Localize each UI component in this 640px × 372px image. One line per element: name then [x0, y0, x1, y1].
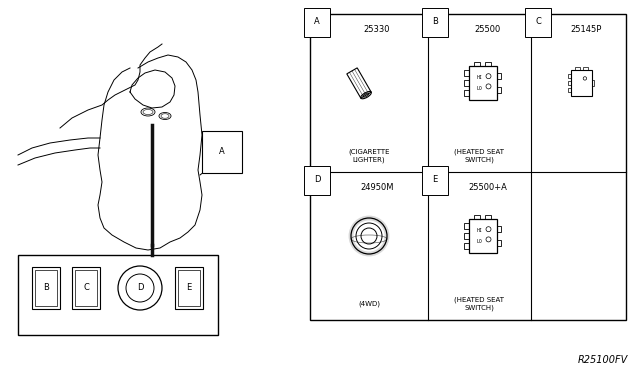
- Text: C: C: [83, 283, 89, 292]
- Bar: [463, 70, 468, 77]
- Bar: [497, 240, 500, 246]
- Bar: [468, 219, 497, 253]
- Text: (4WD): (4WD): [358, 301, 380, 307]
- Text: 25500: 25500: [474, 26, 500, 35]
- Bar: [497, 226, 500, 232]
- Bar: [178, 270, 200, 306]
- Bar: [35, 270, 57, 306]
- Bar: [474, 62, 480, 66]
- Text: LO: LO: [477, 238, 483, 244]
- Text: 25500+A: 25500+A: [468, 183, 507, 192]
- Bar: [175, 267, 203, 309]
- Text: A: A: [314, 17, 320, 26]
- Bar: [568, 81, 572, 85]
- Bar: [310, 14, 626, 320]
- Bar: [463, 233, 468, 239]
- Text: (HEATED SEAT
SWITCH): (HEATED SEAT SWITCH): [454, 297, 504, 311]
- Text: B: B: [432, 17, 438, 26]
- Bar: [592, 80, 595, 86]
- Text: C: C: [535, 17, 541, 26]
- Text: A: A: [219, 148, 225, 157]
- Bar: [568, 74, 572, 78]
- Bar: [32, 267, 60, 309]
- Bar: [474, 215, 480, 219]
- Text: 25330: 25330: [364, 26, 390, 35]
- Bar: [75, 270, 97, 306]
- Text: B: B: [43, 283, 49, 292]
- Bar: [497, 87, 500, 93]
- Bar: [584, 67, 588, 70]
- Bar: [485, 215, 491, 219]
- Text: D: D: [137, 283, 143, 292]
- Text: R25100FV: R25100FV: [578, 355, 628, 365]
- Text: 25145P: 25145P: [571, 26, 602, 35]
- Bar: [568, 88, 572, 92]
- Bar: [497, 73, 500, 79]
- Bar: [485, 62, 491, 66]
- Text: D: D: [314, 176, 320, 185]
- Bar: [468, 66, 497, 100]
- Text: (HEATED SEAT
SWITCH): (HEATED SEAT SWITCH): [454, 149, 504, 163]
- Text: HI: HI: [477, 228, 483, 233]
- Text: (CIGARETTE
LIGHTER): (CIGARETTE LIGHTER): [348, 149, 390, 163]
- Bar: [572, 70, 592, 96]
- Text: E: E: [186, 283, 191, 292]
- Bar: [18, 255, 218, 335]
- Text: 24950M: 24950M: [360, 183, 394, 192]
- Bar: [72, 267, 100, 309]
- Text: E: E: [433, 176, 438, 185]
- Bar: [463, 224, 468, 230]
- Text: HI: HI: [477, 76, 483, 80]
- Bar: [463, 243, 468, 248]
- Bar: [575, 67, 580, 70]
- Bar: [463, 90, 468, 96]
- Text: LO: LO: [477, 86, 483, 91]
- Bar: [463, 80, 468, 86]
